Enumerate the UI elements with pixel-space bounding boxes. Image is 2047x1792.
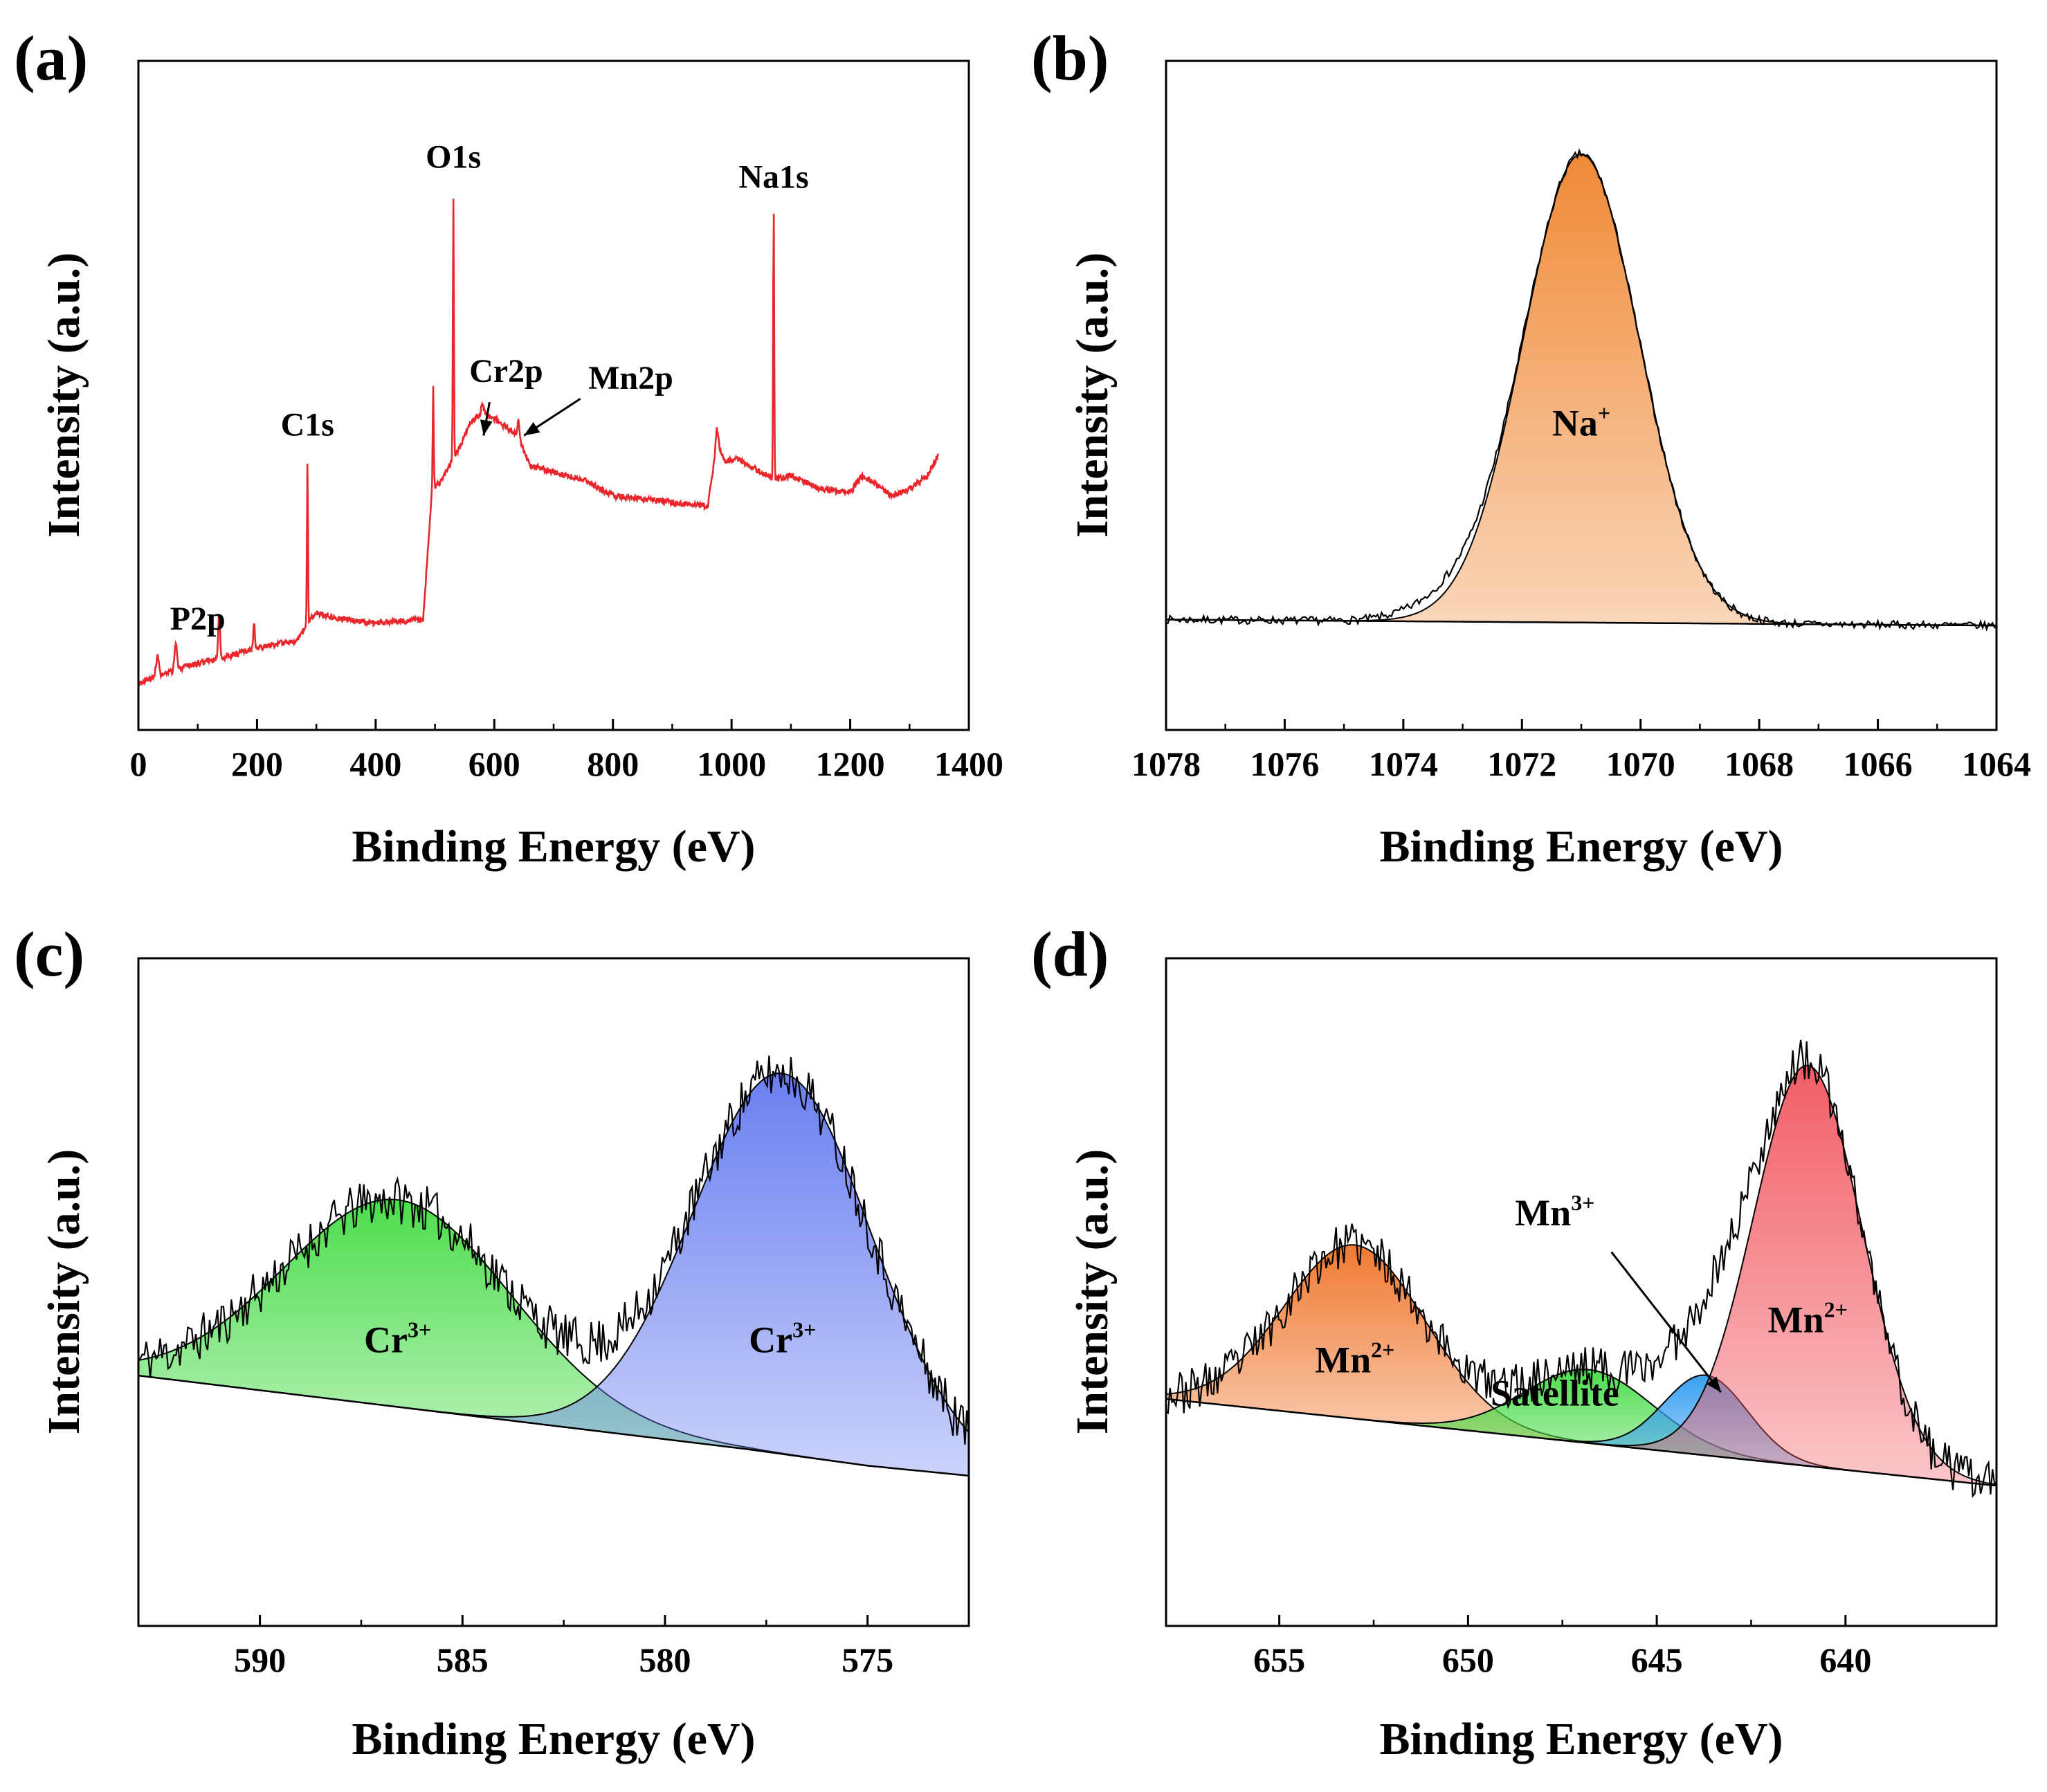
x-tick-label: 1400 [934,744,1003,783]
x-tick-label: 1000 [697,744,766,783]
panel-a-survey: 0 200 400 600 800 1000 1200 1400 (a) Intensity (a… [14,23,1003,872]
plot-frame [137,957,970,1627]
x-tick-label: 640 [1819,1640,1871,1679]
x-tick-label: 1072 [1487,744,1556,783]
x-tick-label: 800 [587,744,639,783]
x-tick-label: 1200 [816,744,885,783]
peak-label-mn2-2p3-2-: Mn2+ [1768,1297,1848,1340]
x-tick-label: 1064 [1962,744,2031,783]
x-axis-title: Binding Energy (eV) [352,1714,755,1764]
survey-spectrum-line [137,199,939,686]
peak-label-na-: Na+ [1552,401,1610,444]
x-tick-label: 575 [841,1640,893,1679]
x-axis-title: Binding Energy (eV) [1379,821,1783,872]
y-axis-title: Intensity (a.u.) [39,253,89,538]
peak-annotation-c1s: C1s [281,407,334,444]
x-axis-title: Binding Energy (eV) [352,821,755,872]
annotation-arrow-0 [1610,1251,1722,1393]
x-tick-label: 1068 [1725,744,1794,783]
x-tick-label: 1078 [1131,744,1201,783]
x-tick-label: 590 [234,1640,286,1679]
panel-label: (d) [1031,919,1109,989]
peak-label-satellite: Satellite [1491,1373,1619,1414]
x-tick-label: 1076 [1250,744,1319,783]
y-axis-title: Intensity (a.u.) [1067,1149,1118,1435]
panel-c-cr2p: 590 585 580 575 (c) Intensity (a.u.) Binding E… [14,919,970,1764]
peak-label-mn3-: Mn3+ [1515,1190,1594,1234]
panel-label: (c) [14,919,84,989]
peak-annotation-o1s: O1s [426,139,481,176]
fit-component-na- [1322,153,1840,625]
raw-spectrum-line [138,1055,970,1445]
x-tick-label: 400 [349,744,401,783]
peak-annotation-na1s: Na1s [738,159,808,196]
peak-annotation-cr2p: Cr2p [469,353,543,390]
peak-label-mn2-2p1-2-: Mn2+ [1315,1337,1394,1380]
panel-label: (b) [1031,23,1109,93]
plot-frame [1165,957,1998,1627]
annotation-arrow-0-head [480,419,493,436]
panel-label: (a) [14,23,88,93]
fit-baseline [138,1374,970,1477]
fit-baseline [1165,1398,1997,1487]
peak-label-cr3-2p3-2-: Cr3+ [749,1317,816,1360]
y-axis-title: Intensity (a.u.) [1067,253,1118,538]
x-axis-title: Binding Energy (eV) [1379,1714,1783,1764]
peak-annotation-p2p: P2p [170,601,226,637]
x-tick-label: 1070 [1606,744,1675,783]
x-tick-label: 1074 [1369,744,1438,783]
x-tick-label: 650 [1442,1640,1494,1679]
y-axis-title: Intensity (a.u.) [39,1149,89,1435]
plot-frame [137,60,970,731]
x-tick-label: 655 [1253,1640,1305,1679]
x-tick-label: 580 [639,1640,691,1679]
x-tick-label: 200 [231,744,283,783]
peak-label-cr3-2p1-2-: Cr3+ [364,1317,431,1360]
peak-annotation-mn2p: Mn2p [588,360,673,396]
x-tick-label: 600 [468,744,520,783]
panel-d-mn2p: 655 650 645 640 (d) Intensity (a.u.) Binding E… [1031,919,1998,1764]
annotation-arrow-0-head [1707,1376,1721,1393]
x-tick-label: 0 [130,744,147,783]
x-tick-label: 1066 [1844,744,1913,783]
raw-spectrum-line [1165,148,1997,632]
panel-b-na1s: 1078 1076 1074 1072 1070 1068 1066 1064 (b) Inten… [1031,23,2031,872]
x-tick-label: 645 [1631,1640,1683,1679]
annotation-arrow-1-head [524,421,540,436]
raw-spectrum-line [1165,1039,1997,1499]
x-tick-label: 585 [437,1640,489,1679]
